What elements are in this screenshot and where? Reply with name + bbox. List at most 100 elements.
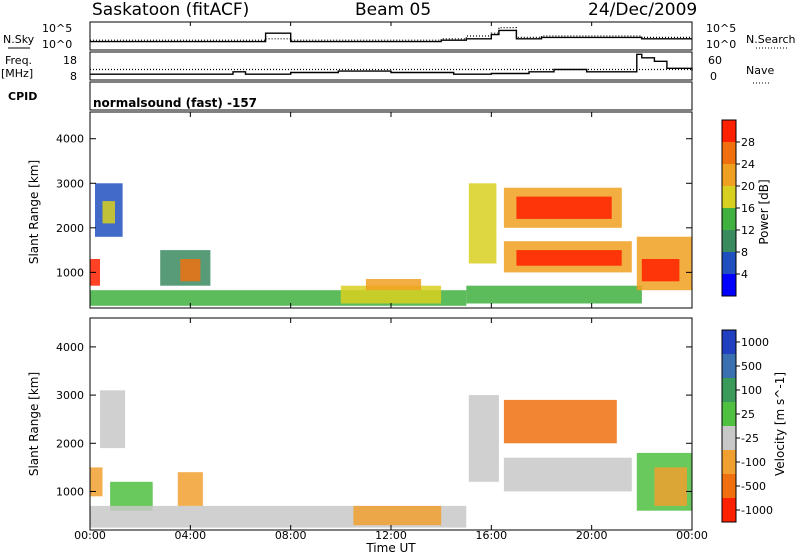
- power-region-10: [516, 196, 612, 219]
- noise-strip-frame: [89, 21, 693, 51]
- power-heatmap: [90, 183, 692, 306]
- velocity-yticks: 1000 2000 3000 4000: [56, 341, 692, 498]
- velocity-colorbar-tick-label-6: -500: [741, 480, 766, 493]
- velocity-colorbar-band-6: [722, 474, 736, 499]
- velocity-ylabel: Slant Range [km]: [27, 372, 41, 476]
- velocity-colorbar-tick-label-5: -100: [741, 456, 766, 469]
- noise-right-tick-lo: 10^0: [706, 38, 736, 51]
- velocity-heatmap: [90, 390, 692, 528]
- power-colorbar-band-3: [722, 186, 736, 209]
- velocity-region-8: [503, 457, 632, 492]
- power-region-12: [516, 250, 622, 266]
- velocity-colorbar-tick-label-4: -25: [741, 432, 759, 445]
- velocity-region-0: [90, 467, 103, 497]
- velocity-colorbar-band-1: [722, 354, 736, 379]
- velocity-colorbar-tick-label-3: 25: [741, 408, 755, 421]
- time-tick-label-0: 00:00: [74, 529, 106, 542]
- cpid-strip-frame: [89, 81, 693, 111]
- velocity-colorbar-band-5: [722, 450, 736, 475]
- freq-right-tick-lo: 0: [710, 70, 717, 83]
- power-colorbar-band-2: [722, 164, 736, 187]
- noise-left-tick-hi: 10^5: [42, 22, 72, 35]
- time-tick-label-6: 00:00: [676, 529, 708, 542]
- power-colorbar-band-0: [722, 120, 736, 143]
- velocity-region-1: [100, 390, 126, 449]
- power-colorbar-band-7: [722, 274, 736, 297]
- velocity-region-7: [503, 399, 617, 444]
- velocity-colorbar-frame: [721, 329, 737, 523]
- power-colorbar-label: Power [dB]: [757, 179, 771, 244]
- power-yticks: 1000 2000 3000 4000: [56, 133, 692, 279]
- freq-label: Freq.: [5, 54, 32, 67]
- freq-unit-label: [MHz]: [1, 67, 33, 80]
- nave-label: Nave: [746, 64, 774, 77]
- freq-strip-lines: [90, 53, 693, 75]
- beam-title: Beam 05: [355, 0, 432, 20]
- velocity-colorbar-band-4: [722, 426, 736, 451]
- time-axis-ticks: 00:00 04:00 08:00 12:00 16:00 20:00 00:00: [74, 22, 708, 542]
- cpid-value: normalsound (fast) -157: [93, 96, 257, 110]
- velocity-ytick-label-2: 3000: [56, 389, 84, 402]
- freq-left-tick-hi: 18: [63, 54, 77, 67]
- velocity-colorbar: 1000 500 100 25 -25 -100 -500 -1000: [721, 329, 773, 523]
- power-ytick-label-2: 3000: [56, 177, 84, 190]
- station-title: Saskatoon (fitACF): [92, 0, 250, 20]
- noise-series-1: [90, 27, 692, 41]
- time-tick-label-4: 16:00: [475, 529, 507, 542]
- power-colorbar-tick-label-4: 20: [741, 180, 755, 193]
- velocity-colorbar-band-3: [722, 402, 736, 427]
- power-colorbar-tick-label-6: 28: [741, 136, 755, 149]
- power-region-8: [468, 183, 497, 264]
- date-title: 24/Dec/2009: [588, 0, 698, 20]
- noise-right-tick-hi: 10^5: [706, 22, 736, 35]
- power-ytick-label-0: 1000: [56, 266, 84, 279]
- velocity-colorbar-band-7: [722, 498, 736, 523]
- noise-strip-lines: [90, 27, 692, 43]
- power-colorbar-tick-label-3: 16: [741, 202, 755, 215]
- power-region-13: [466, 285, 642, 304]
- velocity-colorbar-tick-label-0: 1000: [741, 336, 769, 349]
- velocity-region-10: [654, 467, 687, 506]
- frequency-series-0: [90, 53, 693, 75]
- power-colorbar-tick-label-2: 12: [741, 224, 755, 237]
- power-ytick-label-3: 4000: [56, 133, 84, 146]
- time-tick-label-3: 12:00: [375, 529, 407, 542]
- power-region-7: [365, 279, 422, 291]
- power-colorbar-band-5: [722, 230, 736, 253]
- power-colorbar-tick-label-0: 4: [741, 268, 748, 281]
- velocity-colorbar-label: Velocity [m s^-1]: [773, 372, 787, 476]
- power-region-15: [641, 259, 680, 282]
- velocity-colorbar-band-0: [722, 330, 736, 355]
- power-colorbar-band-6: [722, 252, 736, 275]
- velocity-colorbar-tick-label-1: 500: [741, 360, 762, 373]
- time-tick-label-5: 20:00: [576, 529, 608, 542]
- power-colorbar-band-1: [722, 142, 736, 165]
- power-ylabel: Slant Range [km]: [27, 160, 41, 264]
- noise-series-0: [90, 29, 692, 43]
- power-region-4: [180, 259, 201, 282]
- freq-left-tick-lo: 8: [70, 70, 77, 83]
- nsky-label: N.Sky: [3, 33, 35, 46]
- velocity-region-5: [353, 505, 442, 526]
- velocity-ytick-label-3: 4000: [56, 341, 84, 354]
- time-tick-label-1: 04:00: [174, 529, 206, 542]
- velocity-colorbar-tick-label-7: -1000: [741, 504, 773, 517]
- cpid-label: CPID: [8, 90, 37, 103]
- power-colorbar: 4 8 12 16 20 24 28: [721, 119, 755, 297]
- velocity-region-2: [110, 481, 153, 511]
- power-colorbar-tick-label-1: 8: [741, 246, 748, 259]
- power-colorbar-tick-label-5: 24: [741, 158, 755, 171]
- velocity-region-6: [468, 395, 499, 482]
- velocity-colorbar-band-2: [722, 378, 736, 403]
- power-region-2: [102, 201, 115, 224]
- power-ytick-label-1: 2000: [56, 222, 84, 235]
- power-colorbar-band-4: [722, 208, 736, 231]
- nsearch-label: N.Search: [746, 33, 796, 46]
- velocity-ytick-label-0: 1000: [56, 485, 84, 498]
- power-region-6: [340, 285, 442, 304]
- noise-left-tick-lo: 10^0: [42, 38, 72, 51]
- velocity-colorbar-tick-label-2: 100: [741, 384, 762, 397]
- time-axis-label: Time UT: [365, 541, 416, 554]
- time-tick-label-2: 08:00: [275, 529, 307, 542]
